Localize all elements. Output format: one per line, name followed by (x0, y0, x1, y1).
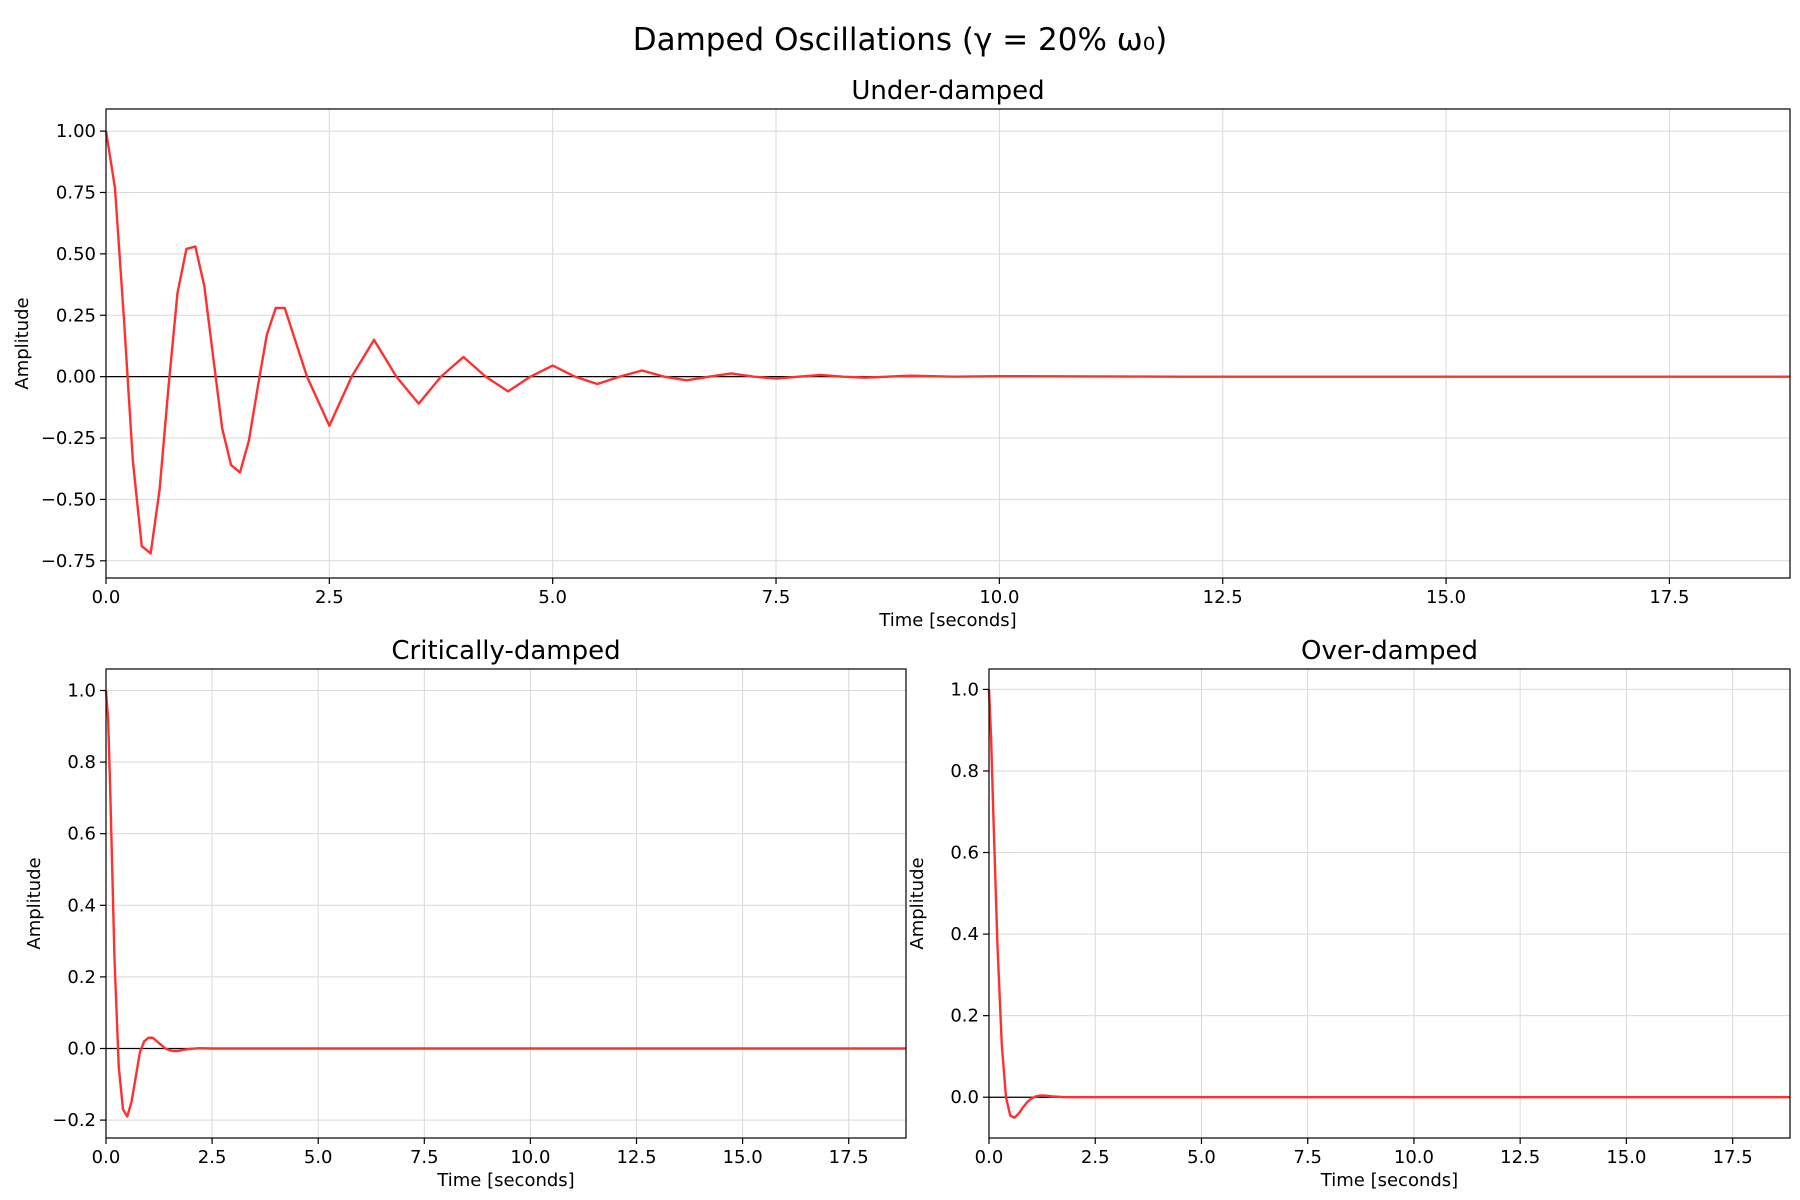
x-axis-label: Time [seconds] (436, 1170, 574, 1191)
panel-under-damped: 0.0 2.5 5.0 7.5 10.0 12.5 15.0 17.5 1.00 0.75 0.50… (12, 76, 1791, 631)
y-tick-label: −0.25 (41, 428, 96, 449)
y-axis-label: Amplitude (12, 297, 33, 389)
x-tick-label: 17.5 (829, 1147, 869, 1168)
y-tick-label: 0.2 (950, 1006, 979, 1027)
y-tick-label: 0.0 (950, 1087, 979, 1108)
x-tick-label: 2.5 (198, 1147, 227, 1168)
x-tick-label: 5.0 (538, 587, 567, 608)
x-axis-label: Time [seconds] (1320, 1170, 1458, 1191)
y-tick-label: 1.0 (950, 679, 979, 700)
y-tick-label: 0.8 (950, 761, 979, 782)
y-tick-label: 0.2 (67, 967, 96, 988)
y-tick-label: 1.0 (67, 680, 96, 701)
y-tick-label: −0.2 (52, 1110, 96, 1131)
y-tick-label: 0.0 (67, 1038, 96, 1059)
plot-frame (105, 108, 1791, 579)
x-tick-label: 10.0 (979, 587, 1019, 608)
x-tick-label: 2.5 (1081, 1147, 1110, 1168)
y-tick-label: 0.50 (56, 244, 96, 265)
panel-title-over-damped: Over-damped (1301, 636, 1478, 666)
x-tick-label: 5.0 (304, 1147, 333, 1168)
x-tick-label: 12.5 (1500, 1147, 1540, 1168)
x-tick-label: 17.5 (1713, 1147, 1753, 1168)
x-tick-label: 0.0 (975, 1147, 1004, 1168)
y-tick-label: −0.50 (41, 489, 96, 510)
series-line (104, 130, 1790, 555)
panel-title-under-damped: Under-damped (851, 76, 1044, 106)
x-tick-label: 5.0 (1187, 1147, 1216, 1168)
x-tick-label: 17.5 (1649, 587, 1689, 608)
y-tick-label: 0.8 (67, 752, 96, 773)
x-tick-label: 12.5 (616, 1147, 656, 1168)
x-axis-label: Time [seconds] (878, 610, 1016, 631)
figure-title: Damped Oscillations (γ = 20% ω₀) (633, 22, 1168, 58)
panel-title-critically-damped: Critically-damped (391, 636, 620, 666)
x-tick-label: 12.5 (1203, 587, 1243, 608)
y-tick-label: −0.75 (41, 551, 96, 572)
x-tick-label: 10.0 (510, 1147, 550, 1168)
x-tick-label: 7.5 (762, 587, 791, 608)
x-tick-label: 7.5 (410, 1147, 439, 1168)
y-tick-label: 0.25 (56, 305, 96, 326)
y-tick-label: 0.6 (950, 843, 979, 864)
x-tick-label: 10.0 (1394, 1147, 1434, 1168)
panel-over-damped: 0.0 2.5 5.0 7.5 10.0 12.5 15.0 17.5 1.0 0.8 0.6 0.4… (907, 636, 1791, 1191)
x-tick-label: 15.0 (1606, 1147, 1646, 1168)
x-tick-label: 0.0 (92, 1147, 121, 1168)
plot-frame (105, 668, 907, 1139)
y-tick-label: 0.75 (56, 182, 96, 203)
x-tick-label: 2.5 (315, 587, 344, 608)
series-line (104, 690, 906, 1118)
y-tick-label: 0.4 (950, 924, 979, 945)
x-tick-label: 7.5 (1293, 1147, 1322, 1168)
x-tick-label: 15.0 (1426, 587, 1466, 608)
y-axis-label: Amplitude (24, 857, 45, 949)
series-line (987, 689, 1790, 1119)
x-tick-label: 0.0 (92, 587, 121, 608)
y-axis-label: Amplitude (907, 857, 928, 949)
y-tick-label: 0.4 (67, 895, 96, 916)
y-tick-label: 1.00 (56, 121, 96, 142)
panel-critically-damped: 0.0 2.5 5.0 7.5 10.0 12.5 15.0 17.5 1.0 0.8 0.6 0.4… (24, 636, 907, 1191)
plot-frame (988, 668, 1791, 1139)
y-tick-label: 0.6 (67, 824, 96, 845)
x-tick-label: 15.0 (723, 1147, 763, 1168)
y-tick-label: 0.00 (56, 367, 96, 388)
